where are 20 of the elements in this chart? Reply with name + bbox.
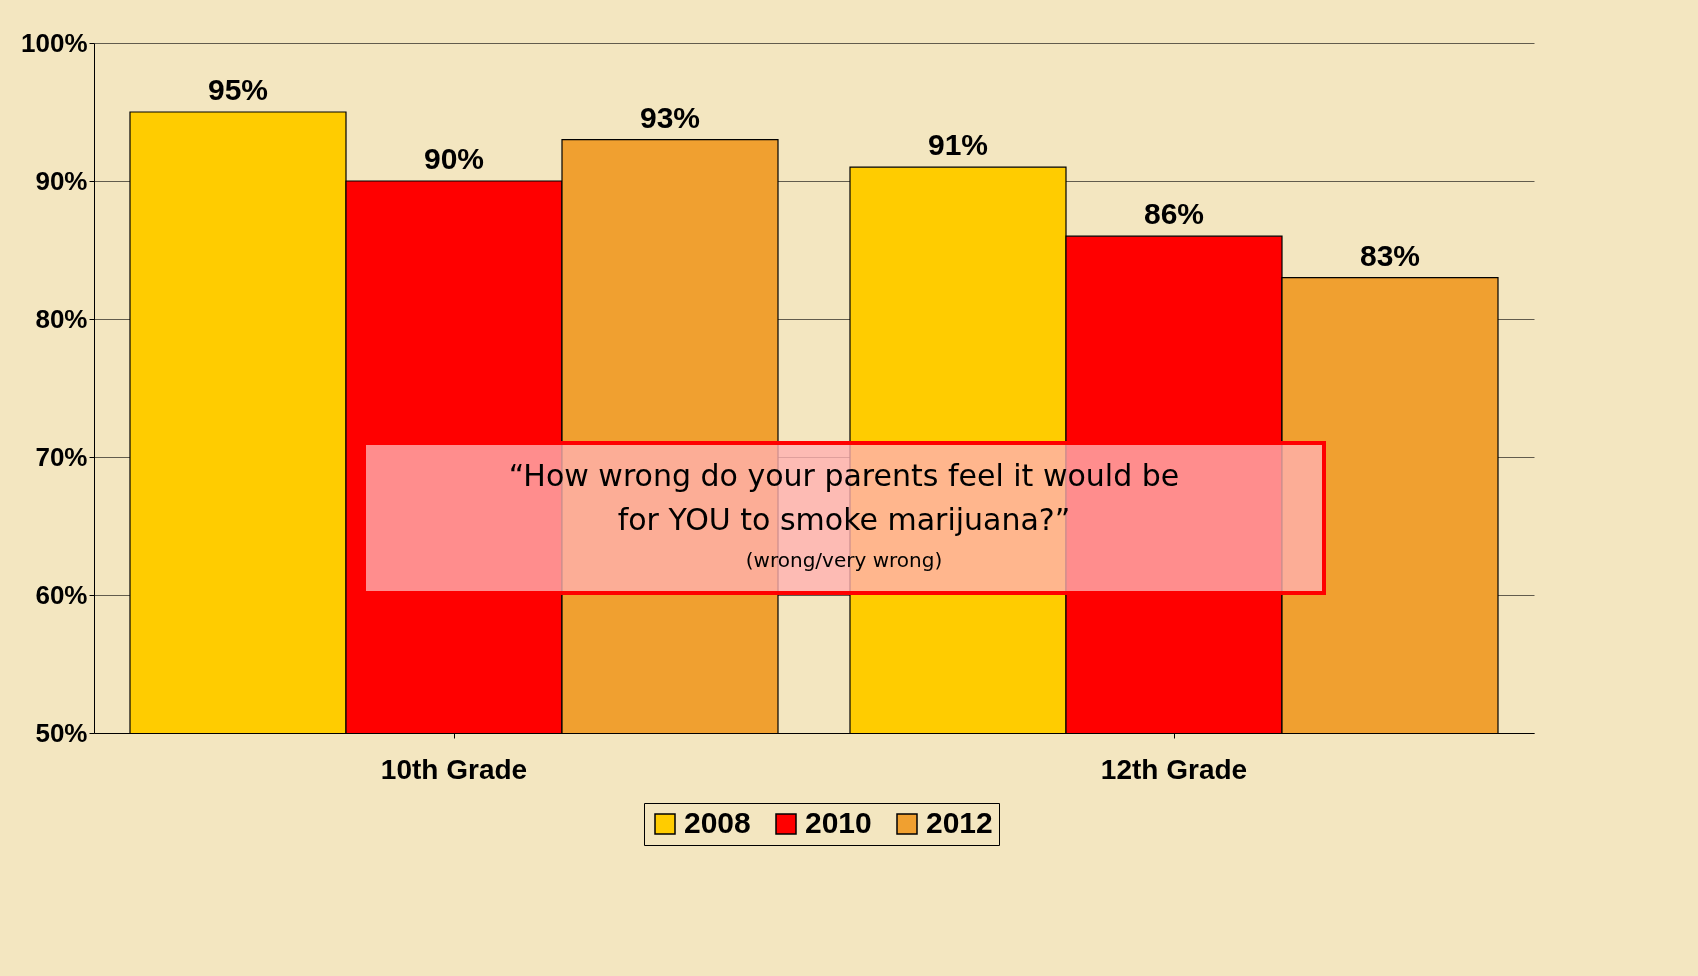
y-tick-label: 50% — [35, 717, 88, 748]
y-tick-label: 80% — [35, 303, 88, 334]
data-label: 83% — [1359, 238, 1421, 272]
y-tick-label: 90% — [35, 165, 88, 196]
y-tick-label: 60% — [35, 579, 88, 610]
annotation: “How wrong do your parents feel it would be — [508, 458, 1180, 493]
data-label: 86% — [1143, 197, 1205, 231]
legend-label: 2010 — [805, 806, 872, 839]
annotation: (wrong/very wrong) — [745, 548, 943, 572]
data-label: 93% — [639, 100, 701, 134]
data-label: 91% — [927, 128, 989, 162]
y-tick-label: 70% — [35, 441, 88, 472]
annotation: for YOU to smoke marijuana?” — [617, 502, 1071, 537]
x-tick-label: 12th Grade — [1100, 753, 1248, 785]
data-label: 90% — [423, 142, 485, 175]
legend-label: 2008 — [684, 806, 751, 839]
data-label: 95% — [207, 73, 269, 106]
x-tick-label: 10th Grade — [380, 753, 528, 785]
y-tick-label: 100% — [21, 27, 88, 58]
legend-label: 2012 — [926, 806, 993, 839]
